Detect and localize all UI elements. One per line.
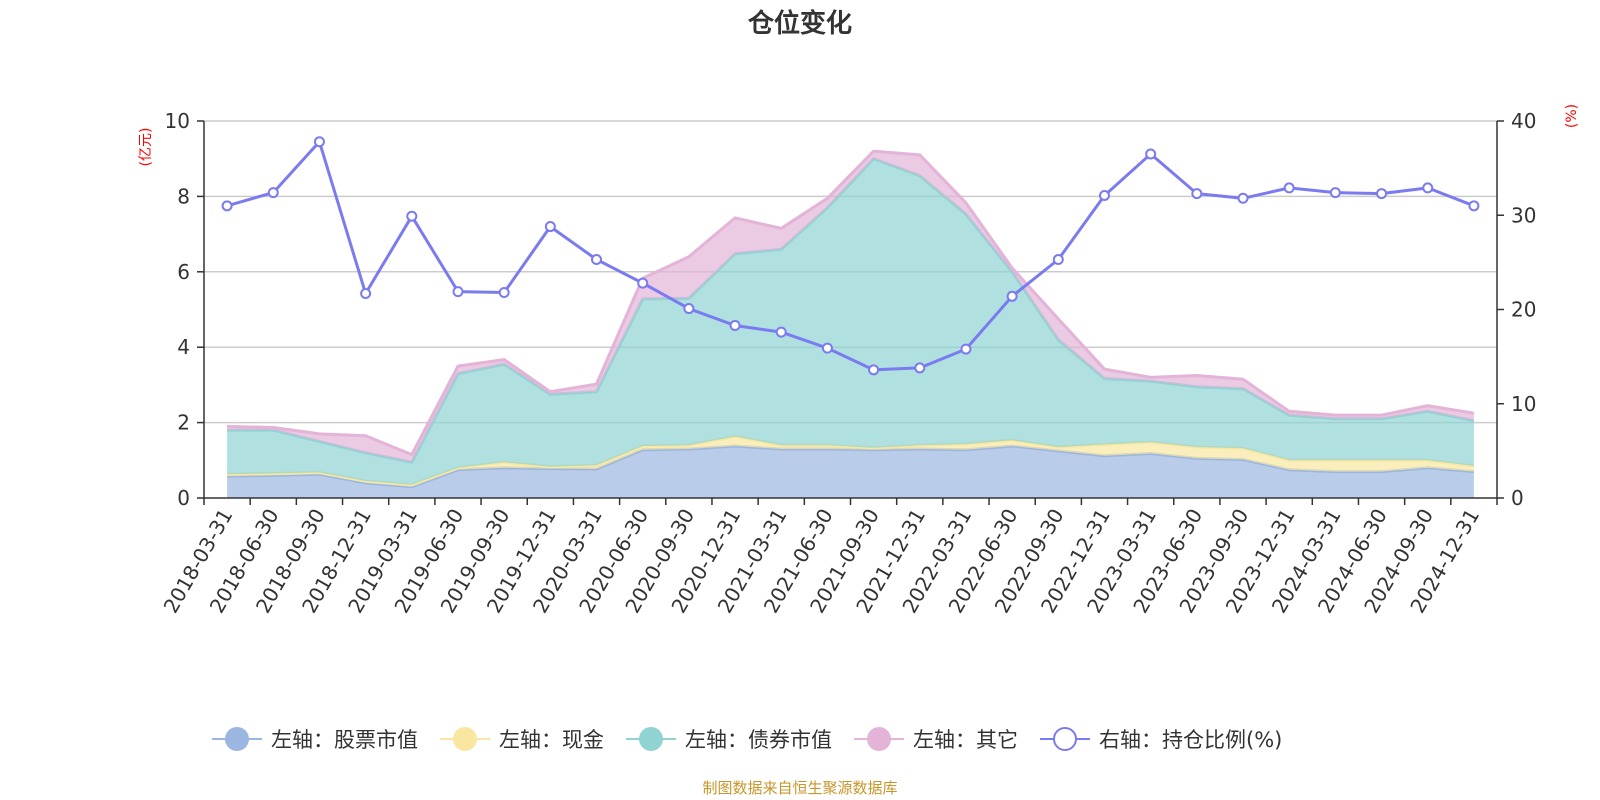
ratio-point [406,210,418,222]
area-edge-4 [227,149,1475,457]
ratio-point [1468,200,1480,212]
stacked-areas [227,149,1475,498]
right-axis-tick-label: 10 [1511,392,1536,416]
ratio-line [221,136,1480,376]
ratio-point [591,254,603,266]
legend-marker [867,727,891,751]
ratio-point [960,343,972,355]
legend-marker [225,727,249,751]
ratio-point [1329,187,1341,199]
ratio-point [221,200,233,212]
legend-label: 左轴：股票市值 [271,728,418,752]
ratio-point [360,287,372,299]
ratio-point [729,320,741,332]
ratio-point [775,326,787,338]
ratio-point [1237,192,1249,204]
ratio-point [683,303,695,315]
chart-title: 仓位变化 [747,8,852,39]
right-axis-tick-label: 30 [1511,203,1536,227]
legend-label: 左轴：现金 [499,728,604,752]
ratio-point [544,221,556,233]
legend: 左轴：股票市值 左轴：现金 左轴：债券市值 左轴：其它 右轴：持仓比例(%) [212,727,1282,752]
area-2 [227,436,1474,487]
legend-label: 右轴：持仓比例(%) [1099,728,1282,752]
left-axis-tick-label: 4 [177,335,190,359]
ratio-point [868,364,880,376]
ratio-point [1283,182,1295,194]
ratio-point [267,187,279,199]
area-3 [227,158,1474,485]
ratio-point [313,136,325,148]
area-1 [227,446,1474,498]
ratio-point [1052,254,1064,266]
ratio-point [1191,188,1203,200]
left-axis-tick-label: 8 [177,184,190,208]
ratio-point [498,287,510,299]
legend-marker [639,727,663,751]
ratio-point [1145,148,1157,160]
legend-marker [453,727,477,751]
legend-label: 左轴：其它 [913,728,1018,752]
left-axis-unit: (亿元) [138,128,154,167]
ratio-point [1006,290,1018,302]
right-axis-tick-label: 0 [1511,486,1524,510]
ratio-point [637,277,649,289]
left-axis-tick-label: 10 [165,109,190,133]
left-axis-tick-label: 2 [177,411,190,435]
ratio-point [1422,182,1434,194]
left-axis-tick-label: 6 [177,260,190,284]
source-note: 制图数据来自恒生聚源数据库 [702,779,897,797]
ratio-point [1376,188,1388,200]
right-axis-tick-label: 20 [1511,298,1536,322]
right-axis-tick-label: 40 [1511,109,1536,133]
right-axis-unit: (%) [1564,104,1580,128]
ratio-point [452,286,464,298]
ratio-point [914,362,926,374]
ratio-point [1098,189,1110,201]
ratio-line-path [226,138,1475,372]
ratio-point [821,342,833,354]
left-axis-tick-label: 0 [177,486,190,510]
legend-label: 左轴：债券市值 [685,728,832,752]
legend-marker [1053,727,1077,751]
